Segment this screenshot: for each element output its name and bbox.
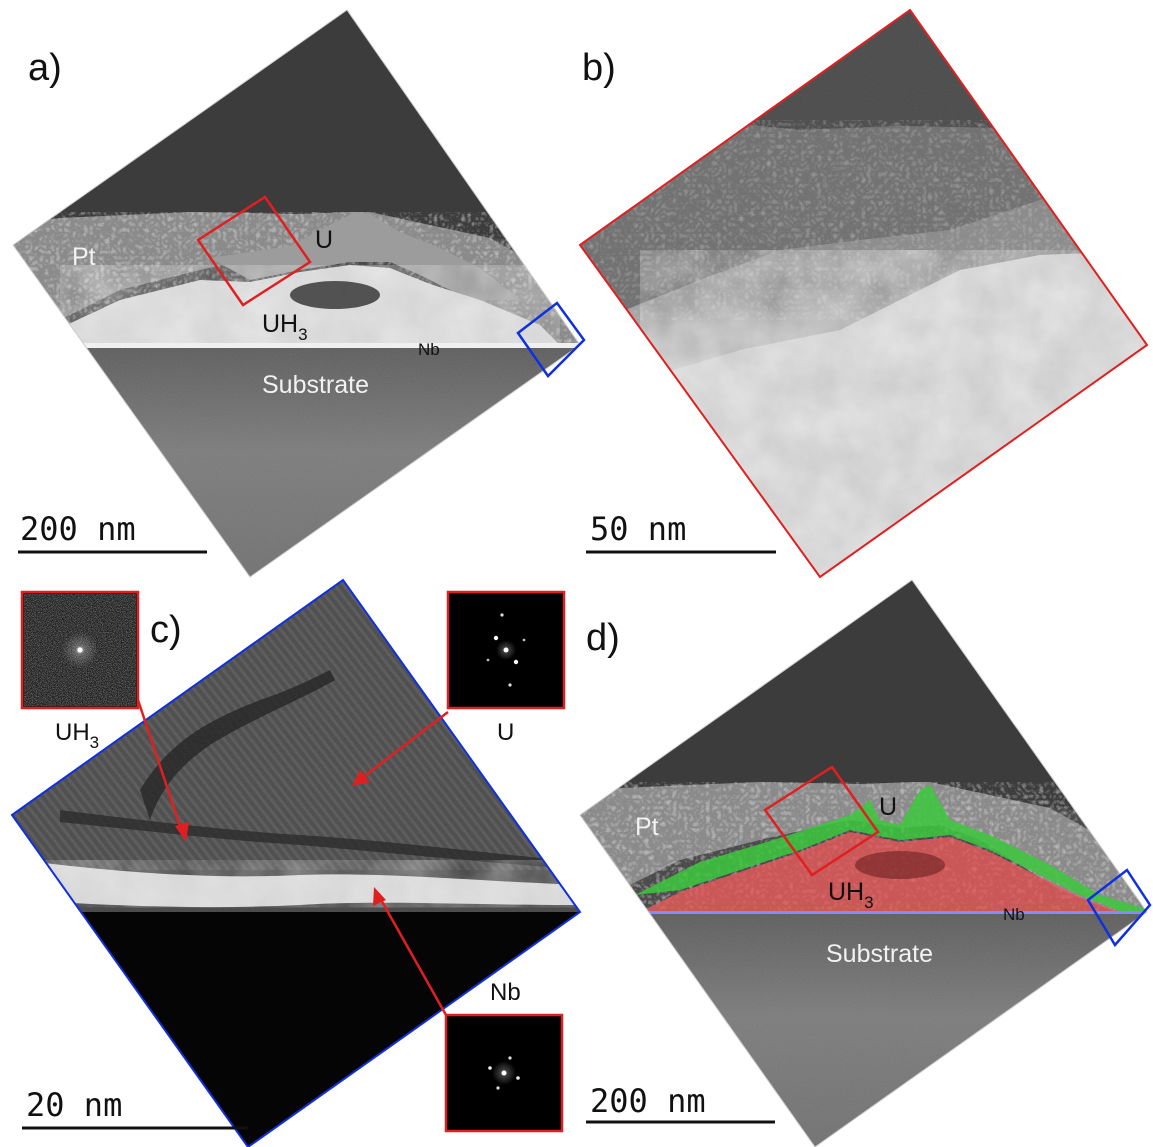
panel-a-uh3-base: UH	[262, 310, 298, 338]
arrow-uh3-head	[175, 822, 189, 842]
panel-d-label: d)	[586, 617, 620, 659]
panel-a-pt-label: Pt	[72, 243, 96, 271]
panel-c-arrows	[136, 699, 449, 1016]
panel-d-scale-text: 200 nm	[590, 1082, 706, 1120]
panel-a-substrate-label: Substrate	[262, 371, 369, 399]
panel-b-scale-text: 50 nm	[590, 510, 686, 548]
panel-a-uh3-label: UH3	[262, 310, 308, 344]
panel-a-blue-box	[516, 301, 586, 378]
panel-d-nb-label: Nb	[1003, 905, 1025, 924]
panel-b-label: b)	[582, 47, 616, 89]
panel-d-substrate-label: Substrate	[826, 940, 933, 968]
panel-a-nb-label: Nb	[418, 340, 440, 359]
arrow-nb	[378, 897, 448, 1016]
panel-a-label: a)	[28, 47, 62, 89]
panel-d-pt-label: Pt	[635, 813, 659, 841]
panel-a-scale-text: 200 nm	[20, 510, 136, 548]
arrow-u	[361, 711, 449, 779]
panel-d-micrograph	[580, 580, 1147, 1147]
panel-a-red-box	[196, 195, 312, 307]
panel-d-uh3-sub: 3	[864, 893, 873, 912]
panel-c-frame	[10, 578, 582, 1147]
fft-nb-inset	[444, 1013, 564, 1133]
panel-a-uh3-sub: 3	[298, 325, 307, 344]
panel-d-frame	[579, 579, 1148, 1147]
panel-d-u-label: U	[879, 793, 897, 821]
arrow-nb-head	[373, 887, 386, 906]
fft-u-inset	[446, 590, 566, 710]
panel-a-u-label: U	[315, 226, 333, 254]
panel-b-frame	[578, 8, 1149, 579]
fft-uh3-label: UH3	[55, 719, 99, 752]
panel-c-scale-text: 20 nm	[26, 1086, 122, 1124]
panel-c-label: c)	[150, 609, 182, 651]
arrow-u-head	[352, 770, 370, 786]
fft-nb-label: Nb	[490, 979, 521, 1006]
fft-uh3-inset	[20, 590, 140, 710]
panel-d-red-box	[763, 765, 880, 877]
fft-uh3-base: UH	[55, 719, 90, 746]
panel-d-uh3-base: UH	[828, 878, 864, 906]
fft-u-label: U	[497, 719, 514, 746]
fft-uh3-sub: 3	[90, 733, 99, 752]
panel-d-uh3-label: UH3	[828, 878, 874, 912]
arrow-uh3	[136, 699, 184, 833]
panel-d-blue-box	[1086, 868, 1152, 948]
